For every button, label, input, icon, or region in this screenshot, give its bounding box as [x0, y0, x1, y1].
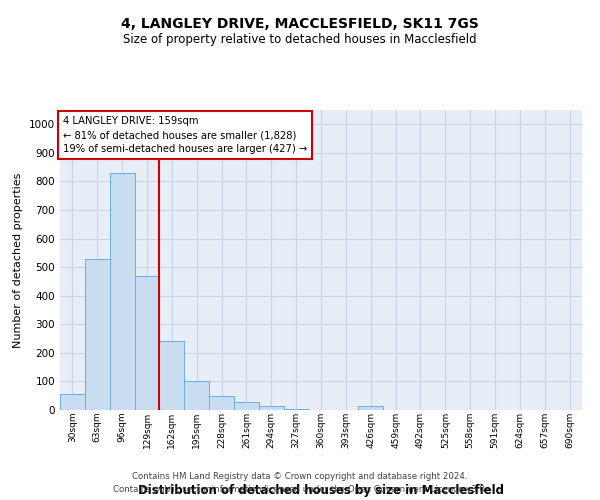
Bar	[60, 394, 85, 410]
Text: 4 LANGLEY DRIVE: 159sqm
← 81% of detached houses are smaller (1,828)
19% of semi: 4 LANGLEY DRIVE: 159sqm ← 81% of detache…	[62, 116, 307, 154]
Bar	[134, 276, 160, 410]
Bar	[160, 342, 184, 410]
Text: 4, LANGLEY DRIVE, MACCLESFIELD, SK11 7GS: 4, LANGLEY DRIVE, MACCLESFIELD, SK11 7GS	[121, 18, 479, 32]
Bar	[184, 382, 209, 410]
Bar	[284, 408, 308, 410]
Bar	[259, 406, 284, 410]
Y-axis label: Number of detached properties: Number of detached properties	[13, 172, 23, 348]
Bar	[234, 402, 259, 410]
Bar	[110, 173, 134, 410]
Bar	[209, 396, 234, 410]
X-axis label: Distribution of detached houses by size in Macclesfield: Distribution of detached houses by size …	[138, 484, 504, 497]
Text: Size of property relative to detached houses in Macclesfield: Size of property relative to detached ho…	[123, 34, 477, 46]
Bar	[85, 258, 110, 410]
Bar	[358, 406, 383, 410]
Text: Contains HM Land Registry data © Crown copyright and database right 2024.
Contai: Contains HM Land Registry data © Crown c…	[113, 472, 487, 494]
